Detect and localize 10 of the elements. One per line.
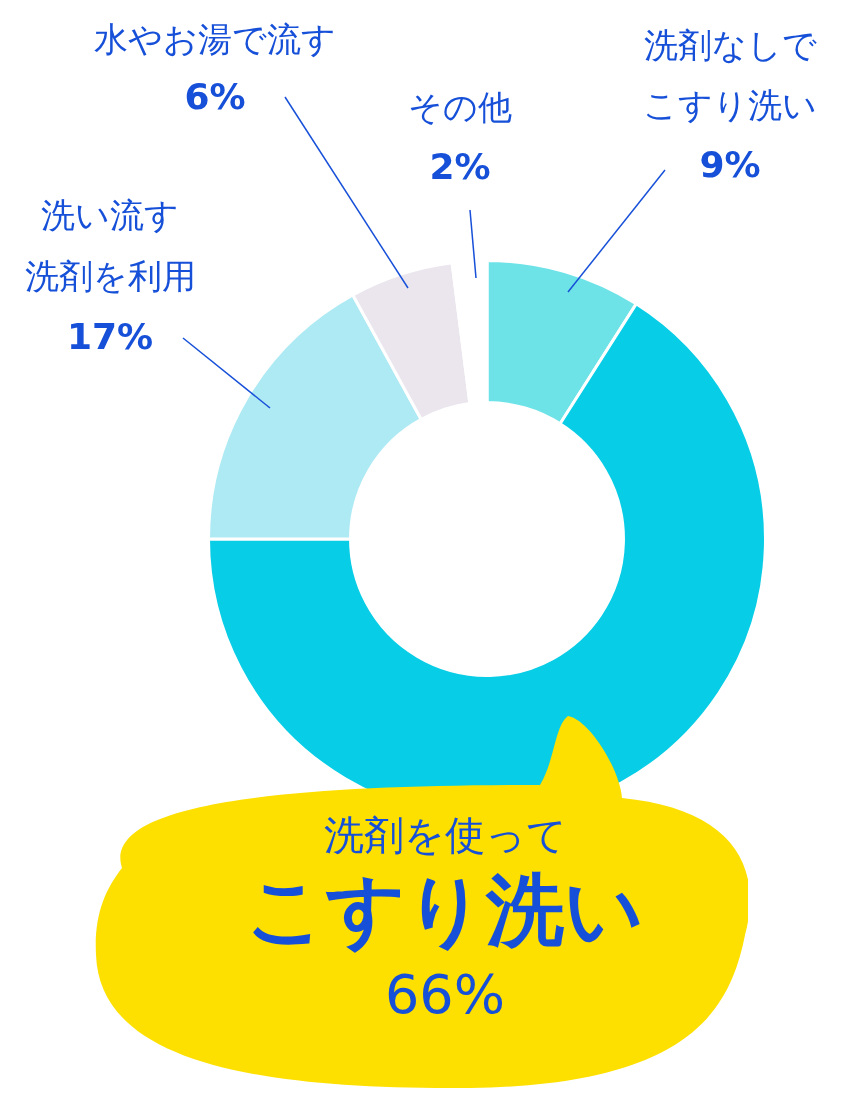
- slice-label: 洗剤を使ってこすり洗い: [245, 811, 645, 957]
- data-label: 2%: [429, 146, 491, 188]
- slice-label: 水やお湯で流す: [94, 18, 336, 59]
- slice-label: その他: [408, 86, 512, 127]
- data-label: 6%: [184, 76, 246, 118]
- slice-label: 洗剤なしでこすり洗い: [643, 24, 817, 125]
- data-label: 66%: [384, 962, 506, 1028]
- slice-label: 洗い流す洗剤を利用: [24, 194, 196, 296]
- data-label: 17%: [66, 316, 154, 358]
- data-label: 9%: [699, 144, 761, 186]
